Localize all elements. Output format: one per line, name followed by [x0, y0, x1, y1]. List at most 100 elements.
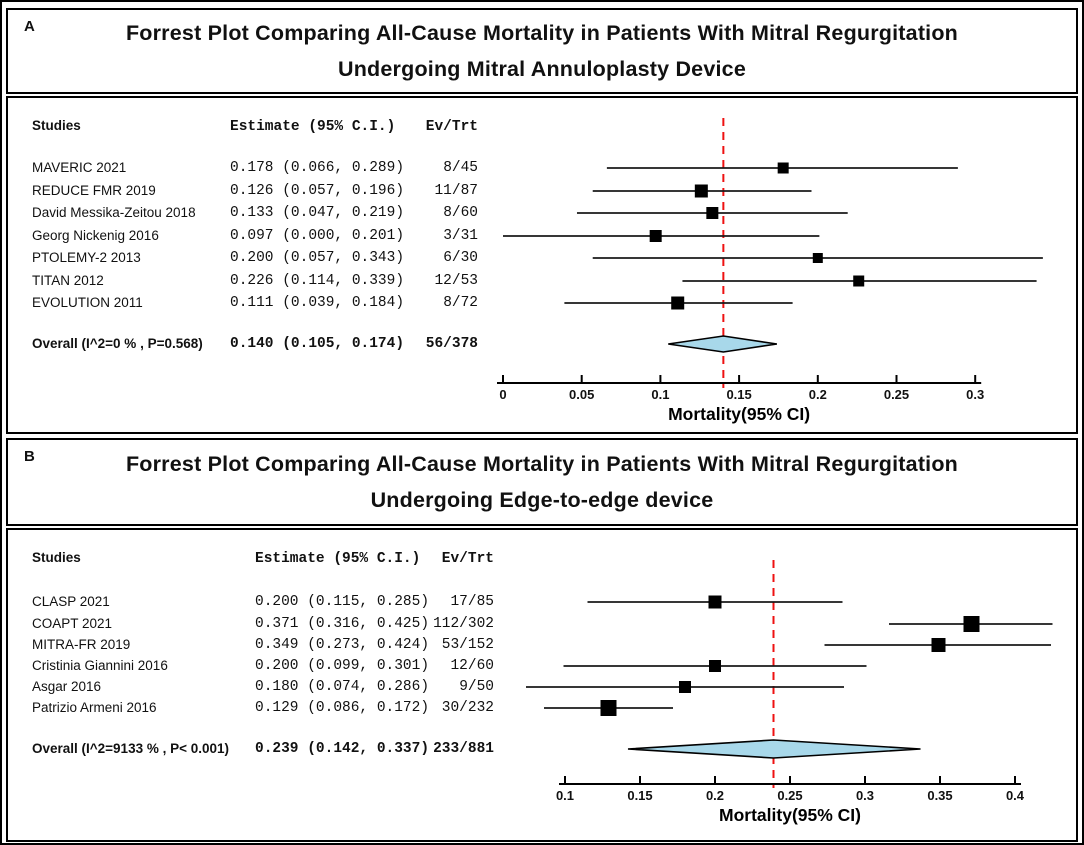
- study-row-graphic: [544, 700, 673, 716]
- x-axis-title: Mortality(95% CI): [719, 805, 861, 825]
- estimate-text: 0.239 (0.142, 0.337): [255, 741, 430, 757]
- study-name: EVOLUTION 2011: [32, 295, 143, 310]
- estimate-text: 0.129 (0.086, 0.172): [255, 700, 430, 716]
- study-row: PTOLEMY-2 2013 0.200 (0.057, 0.343) 6/30: [8, 248, 1076, 268]
- events-total: 8/45: [443, 160, 478, 176]
- study-row-graphic: [564, 296, 793, 310]
- point-estimate-marker: [963, 616, 980, 632]
- panel-b-title-line2: Undergoing Edge-to-edge device: [370, 487, 714, 512]
- estimate-text: 0.140 (0.105, 0.174): [230, 336, 405, 352]
- study-row-graphic: [606, 162, 958, 174]
- point-estimate-marker: [649, 230, 662, 242]
- point-estimate-marker: [706, 207, 719, 219]
- study-row-graphic: [503, 230, 820, 242]
- estimate-text: 0.133 (0.047, 0.219): [230, 205, 405, 221]
- study-row-graphic: [824, 638, 1051, 652]
- x-axis-title: Mortality(95% CI): [668, 404, 810, 424]
- tick-label: 0.2: [809, 387, 827, 402]
- study-name: TITAN 2012: [32, 273, 104, 288]
- estimate-text: 0.178 (0.066, 0.289): [230, 160, 405, 176]
- study-name: PTOLEMY-2 2013: [32, 250, 141, 265]
- point-estimate-marker: [853, 275, 865, 287]
- tick-label: 0.1: [556, 788, 574, 803]
- estimate-text: 0.200 (0.057, 0.343): [230, 250, 405, 266]
- panel-b-title-line1: Forrest Plot Comparing All-Cause Mortali…: [125, 451, 959, 476]
- study-name: MITRA-FR 2019: [32, 637, 131, 652]
- study-row: COAPT 2021 0.371 (0.316, 0.425) 112/302: [8, 614, 1076, 634]
- events-total: 9/50: [459, 679, 494, 695]
- column-header-estimate: Estimate (95% C.I.): [255, 551, 421, 567]
- column-header-estimate: Estimate (95% C.I.): [230, 119, 396, 135]
- overall-diamond: [668, 335, 777, 353]
- events-total: 30/232: [441, 700, 494, 716]
- study-row: MITRA-FR 2019 0.349 (0.273, 0.424) 53/152: [8, 635, 1076, 655]
- estimate-text: 0.226 (0.114, 0.339): [230, 273, 405, 289]
- tick-label: 0.15: [726, 387, 751, 402]
- panel-b-title-box: B Forrest Plot Comparing All-Cause Morta…: [6, 438, 1078, 526]
- study-row-graphic: [587, 595, 843, 609]
- tick-label: 0.35: [927, 788, 952, 803]
- events-total: 12/53: [434, 273, 478, 289]
- tick-label: 0.25: [884, 387, 909, 402]
- point-estimate-marker: [671, 296, 685, 310]
- events-total: 8/60: [443, 205, 478, 221]
- events-total: 53/152: [441, 637, 494, 653]
- study-name: COAPT 2021: [32, 616, 113, 631]
- point-estimate-marker: [708, 595, 722, 609]
- panel-a-label: A: [24, 18, 35, 35]
- estimate-text: 0.200 (0.099, 0.301): [255, 658, 430, 674]
- study-row: TITAN 2012 0.226 (0.114, 0.339) 12/53: [8, 271, 1076, 291]
- tick-label: 0: [499, 387, 506, 402]
- study-row: Georg Nickenig 2016 0.097 (0.000, 0.201) 3…: [8, 226, 1076, 246]
- overall-label: Overall (I^2=0 % , P=0.568): [32, 336, 203, 351]
- point-estimate-marker: [679, 681, 691, 693]
- panel-a-title-box: A Forrest Plot Comparing All-Cause Morta…: [6, 8, 1078, 94]
- study-name: David Messika-Zeitou 2018: [32, 205, 196, 220]
- study-row-graphic: [592, 184, 812, 198]
- tick-label: 0.4: [1006, 788, 1025, 803]
- tick-label: 0.3: [856, 788, 874, 803]
- overall-row: Overall (I^2=0 % , P=0.568) 0.140 (0.105,…: [8, 334, 1076, 354]
- point-estimate-marker: [812, 253, 823, 263]
- tick-label: 0.25: [777, 788, 802, 803]
- x-axis: 0 0.05 0.1 0.15 0.2 0.25 0.3 Mortality(95% CI): [497, 375, 984, 424]
- events-total: 3/31: [443, 228, 478, 244]
- point-estimate-marker: [600, 700, 617, 716]
- study-row: REDUCE FMR 2019 0.126 (0.057, 0.196) 11/87: [8, 181, 1076, 201]
- estimate-text: 0.349 (0.273, 0.424): [255, 637, 430, 653]
- events-total: 17/85: [450, 594, 494, 610]
- estimate-text: 0.180 (0.074, 0.286): [255, 679, 430, 695]
- events-total: 12/60: [450, 658, 494, 674]
- panel-b-plot-box: 0.1 0.15 0.2 0.25 0.3 0.35 0.4 Mortality(95% CI…: [6, 528, 1078, 842]
- panel-a-title-line2: Undergoing Mitral Annuloplasty Device: [338, 56, 746, 81]
- overall-diamond: [627, 739, 921, 759]
- study-name: REDUCE FMR 2019: [32, 183, 156, 198]
- study-name: MAVERIC 2021: [32, 160, 127, 175]
- events-total: 6/30: [443, 250, 478, 266]
- study-row-graphic: [682, 275, 1037, 287]
- study-name: Asgar 2016: [32, 679, 102, 694]
- panel-b-label: B: [24, 448, 35, 465]
- study-row: EVOLUTION 2011 0.111 (0.039, 0.184) 8/72: [8, 293, 1076, 313]
- study-name: Cristinia Giannini 2016: [32, 658, 168, 673]
- events-total: 233/881: [433, 741, 494, 757]
- panel-a-plot-box: 0 0.05 0.1 0.15 0.2 0.25 0.3 Mortality(95% CI) …: [6, 96, 1078, 434]
- column-header-ev-trt: Ev/Trt: [425, 119, 478, 135]
- tick-label: 0.15: [627, 788, 652, 803]
- study-row-graphic: [592, 253, 1043, 263]
- forest-plot-svg-b: 0.1 0.15 0.2 0.25 0.3 0.35 0.4 Mortality(95% CI…: [526, 560, 1053, 825]
- events-total: 11/87: [434, 183, 478, 199]
- study-row-graphic: [563, 660, 867, 672]
- estimate-text: 0.371 (0.316, 0.425): [255, 616, 430, 632]
- panel-a-title-line1: Forrest Plot Comparing All-Cause Mortali…: [125, 20, 959, 45]
- forest-plot-svg-a: 0 0.05 0.1 0.15 0.2 0.25 0.3 Mortality(95% CI): [497, 118, 1043, 424]
- study-row: MAVERIC 2021 0.178 (0.066, 0.289) 8/45: [8, 158, 1076, 178]
- study-row: CLASP 2021 0.200 (0.115, 0.285) 17/85: [8, 592, 1076, 612]
- estimate-text: 0.126 (0.057, 0.196): [230, 183, 405, 199]
- study-row: Cristinia Giannini 2016 0.200 (0.099, 0.3…: [8, 656, 1076, 676]
- tick-label: 0.3: [966, 387, 984, 402]
- study-row-graphic: [526, 681, 844, 693]
- column-header-studies: Studies: [32, 118, 81, 133]
- study-name: CLASP 2021: [32, 594, 110, 609]
- study-name: Patrizio Armeni 2016: [32, 700, 157, 715]
